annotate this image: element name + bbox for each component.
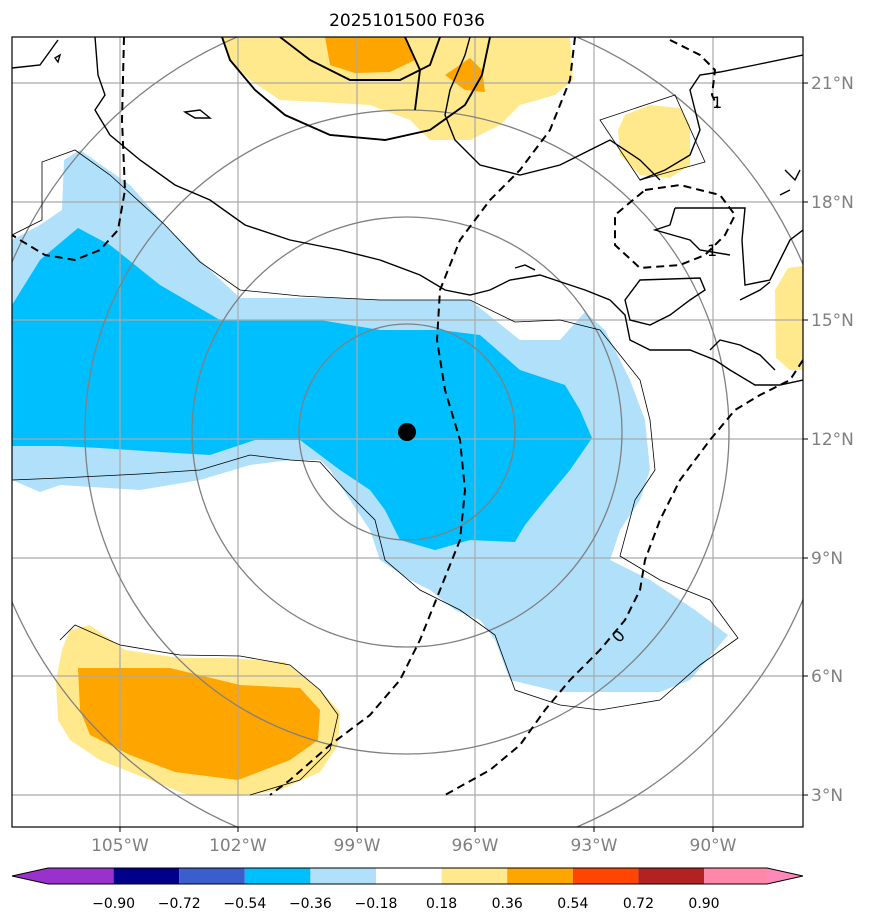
lat-label: 21°N [811,74,854,94]
colorbar-min-extend [12,868,48,884]
plot-title: 2025101500 F036 [329,11,485,31]
colorbar-label: 0.90 [688,896,719,912]
colorbar-max-extend [767,868,803,884]
map-layers: 1 1 0 [12,37,803,827]
anomaly-orange-top-1 [325,37,415,73]
range-rings [12,37,803,827]
colorbar-segment [179,868,245,884]
colorbar-segment [244,868,311,884]
colorbar-segment [572,868,639,884]
colorbar-segment [704,868,767,884]
colorbar-label: −0.72 [158,896,201,912]
lon-label: 105°W [91,836,149,856]
colorbar-segment [507,868,573,884]
lat-label: 9°N [811,549,843,569]
colorbar: −0.90 −0.72 −0.54 −0.36 −0.18 0.18 0.36 … [11,867,804,912]
anomaly-orange-southwest [78,668,320,780]
colorbar-label: −0.90 [92,896,135,912]
colorbar-label: −0.54 [223,896,266,912]
colorbar-segment [376,868,442,884]
contour-label: 1 [712,93,722,112]
colorbar-label: 0.72 [623,896,654,912]
lon-label: 102°W [209,836,267,856]
lon-label: 90°W [690,836,737,856]
dashed-contours [12,37,803,796]
colorbar-segment [441,868,508,884]
lon-ticks [119,827,714,832]
anomaly-blue-region [12,228,592,550]
lat-label: 3°N [811,786,843,806]
storm-center-marker [398,423,416,441]
colorbar-label: −0.36 [289,896,332,912]
colorbar-segment [113,868,180,884]
map-frame [11,36,804,828]
thin-contours [12,94,739,796]
colorbar-segment [48,868,114,884]
lon-label: 93°W [571,836,618,856]
positive-contours [221,37,491,141]
lat-ticks [803,82,808,796]
coastlines [12,37,803,386]
graticule [12,37,803,827]
lat-label: 15°N [811,311,854,331]
colorbar-label: 0.36 [492,896,523,912]
lat-label: 6°N [811,667,843,687]
colorbar-label: −0.18 [355,896,398,912]
lon-label: 96°W [452,836,499,856]
lat-label: 12°N [811,430,854,450]
lon-label: 99°W [334,836,381,856]
colorbar-label: 0.54 [557,896,588,912]
contour-label: 1 [707,241,717,260]
anomaly-yellow-east [775,266,803,370]
colorbar-segment [310,868,376,884]
anomaly-yellow-gulf [618,105,690,178]
lat-label: 18°N [811,193,854,213]
colorbar-label: 0.18 [426,896,457,912]
colorbar-segment [638,868,704,884]
